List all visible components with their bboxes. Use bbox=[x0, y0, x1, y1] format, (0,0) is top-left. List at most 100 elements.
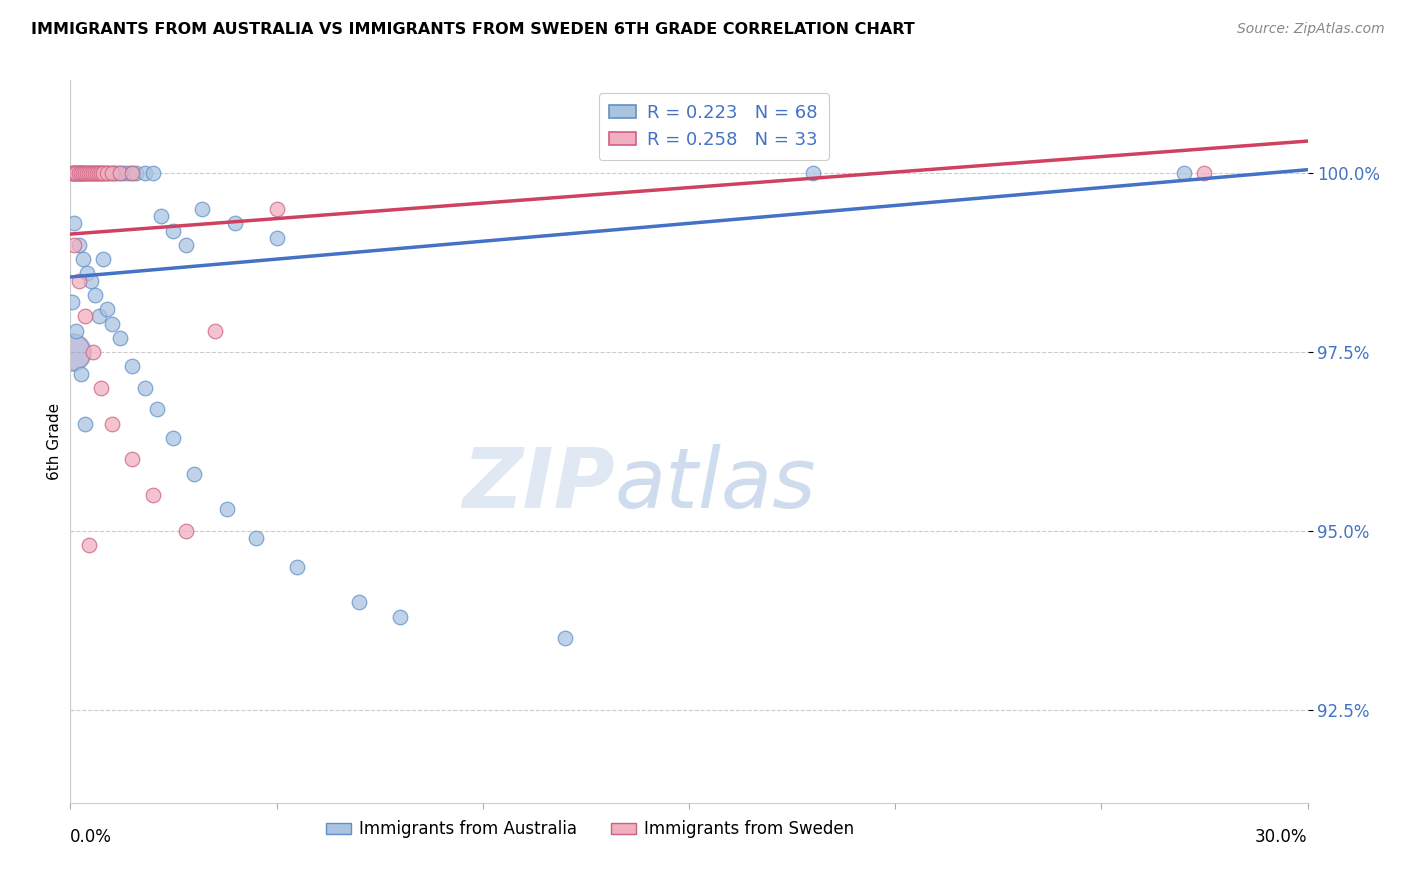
Point bbox=[100, 417, 122, 431]
Point bbox=[96, 166, 118, 180]
Point bbox=[67, 166, 90, 180]
Point bbox=[86, 166, 108, 180]
Point bbox=[104, 166, 127, 180]
Point bbox=[82, 166, 104, 180]
Point bbox=[100, 166, 122, 180]
Point bbox=[142, 166, 165, 180]
Point bbox=[90, 166, 112, 180]
Point bbox=[70, 166, 93, 180]
Point bbox=[67, 166, 90, 180]
Point bbox=[65, 324, 87, 338]
Point bbox=[96, 166, 118, 180]
Point bbox=[91, 166, 114, 180]
Point bbox=[266, 230, 288, 244]
Point bbox=[121, 452, 143, 467]
Point bbox=[142, 488, 165, 502]
Point bbox=[77, 538, 100, 552]
Text: 0.0%: 0.0% bbox=[70, 828, 112, 846]
Point bbox=[183, 467, 205, 481]
Text: atlas: atlas bbox=[614, 444, 817, 525]
Point bbox=[89, 166, 111, 180]
Point bbox=[69, 166, 91, 180]
Point bbox=[77, 166, 100, 180]
Point bbox=[204, 324, 226, 338]
Point bbox=[1194, 166, 1216, 180]
Text: ZIP: ZIP bbox=[463, 444, 614, 525]
Point bbox=[73, 310, 96, 324]
Point bbox=[60, 345, 83, 359]
Point bbox=[100, 317, 122, 331]
Point bbox=[62, 166, 84, 180]
Point bbox=[162, 431, 184, 445]
Point bbox=[121, 166, 143, 180]
Point bbox=[1173, 166, 1195, 180]
Point bbox=[72, 166, 94, 180]
Point bbox=[117, 166, 139, 180]
Point bbox=[162, 223, 184, 237]
Point bbox=[80, 274, 103, 288]
Point bbox=[65, 166, 87, 180]
Point bbox=[146, 402, 169, 417]
Point bbox=[89, 310, 111, 324]
Point bbox=[67, 274, 90, 288]
Point bbox=[112, 166, 135, 180]
Point bbox=[63, 216, 86, 230]
Text: IMMIGRANTS FROM AUSTRALIA VS IMMIGRANTS FROM SWEDEN 6TH GRADE CORRELATION CHART: IMMIGRANTS FROM AUSTRALIA VS IMMIGRANTS … bbox=[31, 22, 915, 37]
Point bbox=[91, 252, 114, 266]
Point bbox=[108, 331, 131, 345]
Point bbox=[72, 252, 94, 266]
Point bbox=[389, 609, 412, 624]
Point bbox=[245, 531, 267, 545]
Point bbox=[60, 166, 83, 180]
Point bbox=[76, 166, 98, 180]
Y-axis label: 6th Grade: 6th Grade bbox=[46, 403, 62, 480]
Point bbox=[100, 166, 122, 180]
Point bbox=[134, 166, 156, 180]
Text: 30.0%: 30.0% bbox=[1256, 828, 1308, 846]
Point bbox=[94, 166, 117, 180]
Point bbox=[67, 166, 90, 180]
Point bbox=[82, 345, 104, 359]
Point bbox=[84, 166, 107, 180]
Point bbox=[150, 209, 173, 223]
Point bbox=[89, 166, 111, 180]
Point bbox=[108, 166, 131, 180]
Point bbox=[91, 166, 114, 180]
Point bbox=[67, 237, 90, 252]
Point bbox=[76, 267, 98, 281]
Point bbox=[69, 367, 91, 381]
Point bbox=[73, 417, 96, 431]
Point bbox=[801, 166, 824, 180]
Point bbox=[96, 302, 118, 317]
Point bbox=[98, 166, 121, 180]
Point bbox=[69, 166, 91, 180]
Point bbox=[65, 166, 87, 180]
Point bbox=[125, 166, 148, 180]
Point bbox=[63, 237, 86, 252]
Point bbox=[82, 166, 104, 180]
Point bbox=[134, 381, 156, 395]
Point bbox=[554, 632, 576, 646]
Point bbox=[80, 166, 103, 180]
Point bbox=[72, 166, 94, 180]
Point bbox=[285, 559, 308, 574]
Point bbox=[224, 216, 246, 230]
Point bbox=[73, 166, 96, 180]
Point bbox=[90, 381, 112, 395]
Point bbox=[121, 166, 143, 180]
Point bbox=[77, 166, 100, 180]
Point bbox=[84, 166, 107, 180]
Point bbox=[90, 166, 112, 180]
Point bbox=[347, 595, 370, 609]
Point bbox=[76, 166, 98, 180]
Point bbox=[191, 202, 214, 216]
Point bbox=[266, 202, 288, 216]
Point bbox=[63, 166, 86, 180]
Point bbox=[103, 166, 125, 180]
Legend: Immigrants from Australia, Immigrants from Sweden: Immigrants from Australia, Immigrants fr… bbox=[319, 814, 860, 845]
Point bbox=[84, 288, 107, 302]
Point bbox=[174, 524, 197, 538]
Text: Source: ZipAtlas.com: Source: ZipAtlas.com bbox=[1237, 22, 1385, 37]
Point bbox=[65, 166, 87, 180]
Point bbox=[60, 166, 83, 180]
